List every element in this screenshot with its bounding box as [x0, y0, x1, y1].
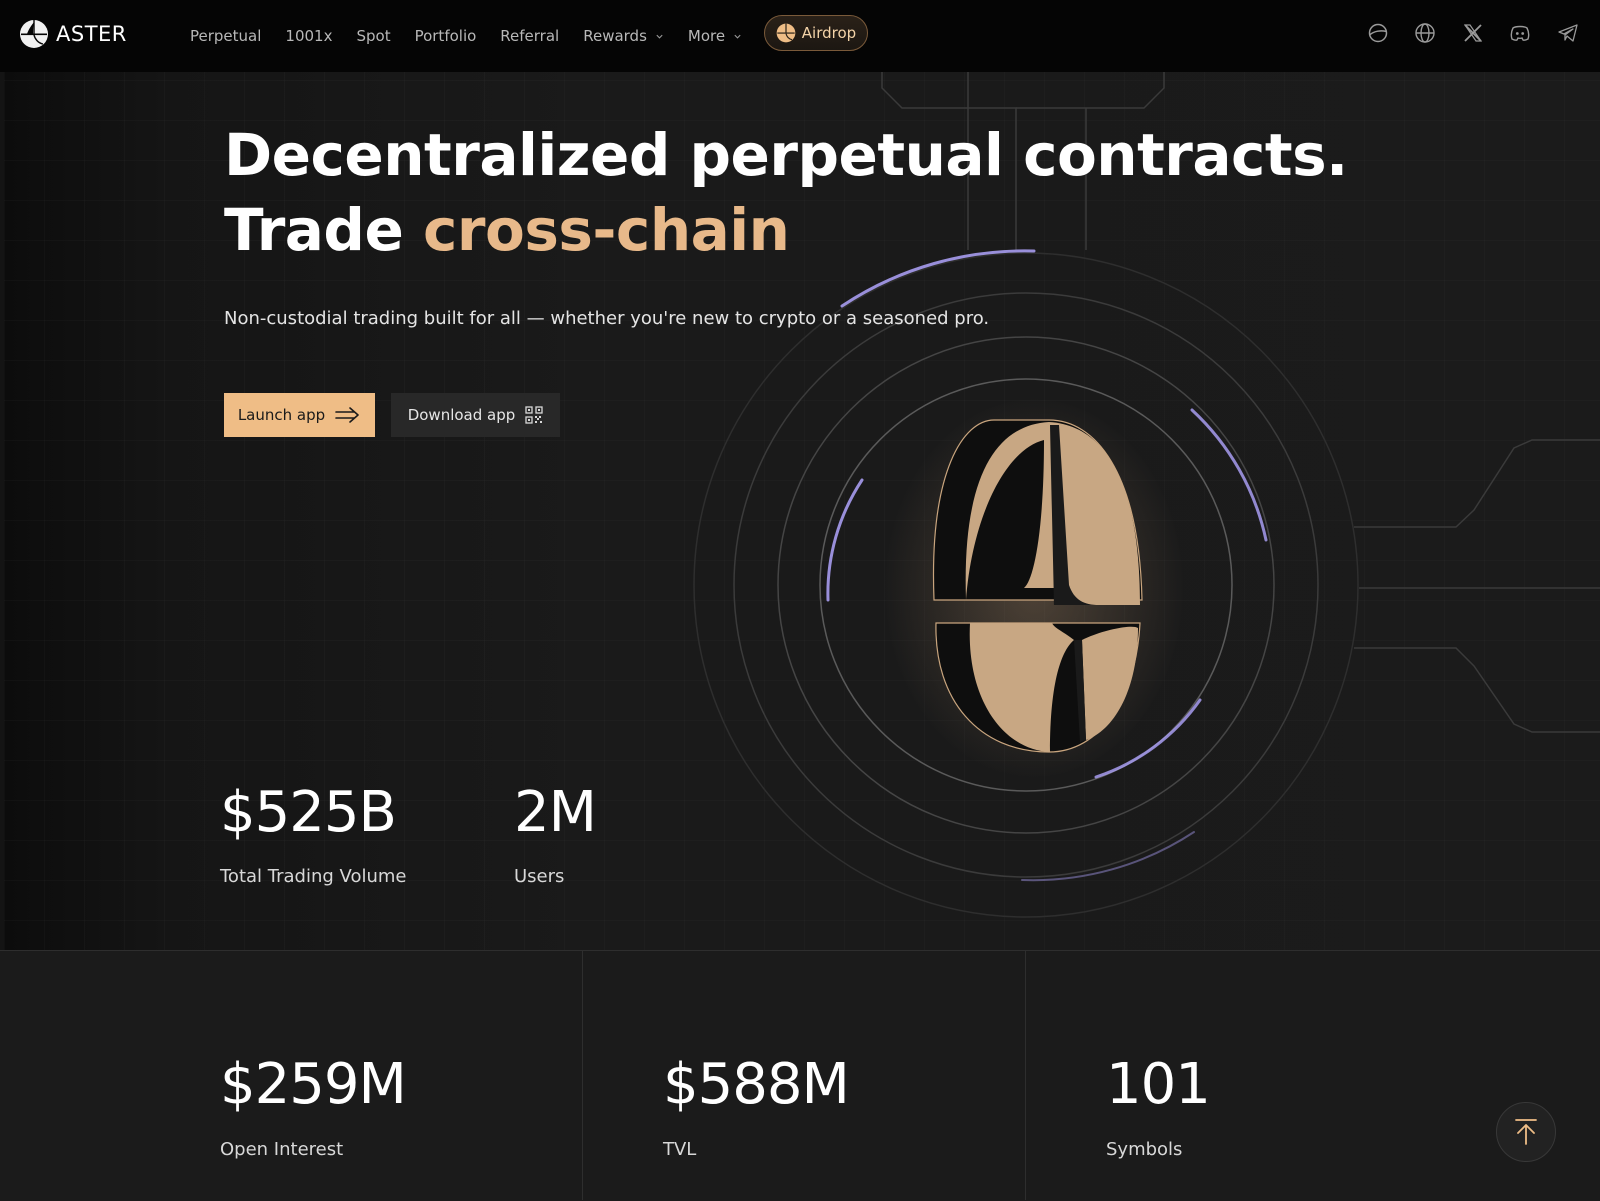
main-nav: Perpetual 1001x Spot Portfolio Referral … — [190, 0, 766, 72]
hero-title-line1: Decentralized perpetual contracts. — [224, 121, 1348, 189]
airdrop-label: Airdrop — [801, 24, 857, 42]
aster-logo-icon — [776, 23, 796, 43]
hero-subtitle: Non-custodial trading built for all — wh… — [224, 308, 990, 329]
nav-perpetual[interactable]: Perpetual — [190, 27, 261, 45]
nav-1001x[interactable]: 1001x — [285, 27, 332, 45]
nav-more-label: More — [687, 27, 726, 45]
launch-app-label: Launch app — [237, 406, 326, 424]
stat-users-value: 2M — [514, 780, 597, 845]
scroll-to-top-button[interactable] — [1496, 1102, 1556, 1162]
chevron-down-icon — [656, 34, 663, 39]
nav-portfolio[interactable]: Portfolio — [415, 27, 477, 45]
nav-spot-label: Spot — [356, 27, 391, 45]
telegram-icon[interactable] — [1556, 21, 1580, 45]
stats-divider — [582, 950, 583, 1200]
nav-more[interactable]: More — [688, 27, 742, 45]
nav-referral[interactable]: Referral — [500, 27, 559, 45]
nav-referral-label: Referral — [500, 27, 560, 45]
arrow-right-icon — [335, 407, 359, 423]
airdrop-button[interactable]: Airdrop — [764, 15, 868, 51]
brand-name: ASTER — [56, 22, 127, 46]
qr-code-icon — [525, 406, 543, 424]
planet-icon[interactable] — [1366, 21, 1390, 45]
download-app-button[interactable]: Download app — [391, 393, 560, 437]
stat-open-interest-label: Open Interest — [220, 1139, 344, 1160]
arrow-up-icon — [1515, 1119, 1537, 1145]
stats-divider — [1025, 950, 1026, 1200]
download-app-label: Download app — [407, 406, 516, 424]
stat-open-interest-value: $259M — [220, 1052, 407, 1117]
discord-icon[interactable] — [1508, 21, 1532, 45]
nav-spot[interactable]: Spot — [356, 27, 390, 45]
nav-portfolio-label: Portfolio — [414, 27, 477, 45]
stat-symbols-label: Symbols — [1106, 1139, 1183, 1160]
hero-title: Decentralized perpetual contracts. Trade… — [224, 118, 1348, 268]
globe-icon[interactable] — [1413, 21, 1437, 45]
nav-rewards[interactable]: Rewards — [583, 27, 664, 45]
aster-logo-icon — [20, 20, 48, 48]
stat-tvl-value: $588M — [663, 1052, 850, 1117]
stat-users-label: Users — [514, 866, 565, 887]
chevron-down-icon — [734, 34, 741, 39]
nav-1001x-label: 1001x — [285, 27, 333, 45]
stat-total-volume-value: $525B — [220, 780, 397, 845]
hero-title-accent: cross-chain — [422, 196, 790, 264]
hero-title-prefix: Trade — [224, 196, 423, 264]
x-icon[interactable] — [1461, 21, 1485, 45]
top-navbar: ASTER Perpetual 1001x Spot Portfolio Ref… — [0, 0, 1600, 72]
nav-perpetual-label: Perpetual — [190, 27, 262, 45]
stat-tvl-label: TVL — [663, 1139, 697, 1160]
launch-app-button[interactable]: Launch app — [224, 393, 375, 437]
brand-logo[interactable]: ASTER — [19, 19, 127, 49]
stat-total-volume-label: Total Trading Volume — [220, 866, 407, 887]
stats-band — [0, 950, 1600, 1201]
nav-rewards-label: Rewards — [583, 27, 647, 45]
stat-symbols-value: 101 — [1106, 1052, 1211, 1117]
